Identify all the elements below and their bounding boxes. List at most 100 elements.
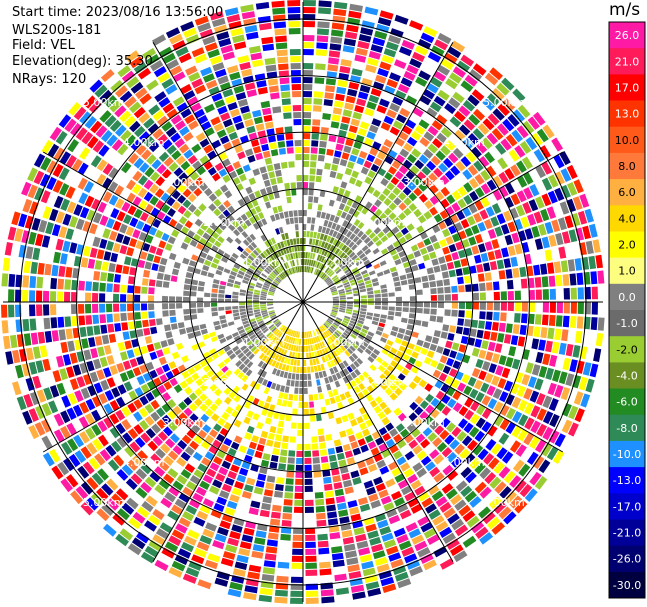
velocity-gate — [348, 241, 355, 248]
velocity-gate — [528, 289, 535, 300]
velocity-gate — [362, 325, 370, 331]
velocity-gate — [117, 384, 127, 395]
velocity-gate — [379, 10, 394, 20]
velocity-gate — [339, 516, 350, 524]
velocity-gate — [200, 270, 208, 277]
velocity-gate — [161, 414, 172, 425]
velocity-gate — [329, 214, 336, 222]
velocity-gate — [223, 345, 231, 353]
velocity-gate — [510, 193, 521, 206]
velocity-gate — [336, 194, 343, 202]
velocity-gate — [350, 470, 360, 479]
velocity-gate — [325, 330, 331, 337]
velocity-gate — [365, 228, 373, 236]
velocity-gate — [161, 121, 173, 132]
velocity-gate — [259, 509, 270, 518]
velocity-gate — [153, 341, 162, 350]
velocity-gate — [335, 268, 342, 274]
velocity-gate — [462, 510, 476, 523]
velocity-gate — [222, 551, 236, 560]
velocity-gate — [539, 145, 551, 159]
range-ring-label: 4.00km — [443, 456, 485, 469]
velocity-gate — [267, 410, 274, 418]
velocity-gate — [277, 470, 286, 477]
velocity-gate — [283, 342, 288, 349]
velocity-gate — [77, 177, 88, 190]
velocity-gate — [582, 362, 592, 376]
velocity-gate — [330, 325, 337, 331]
velocity-gate — [563, 288, 570, 300]
velocity-gate — [278, 332, 283, 339]
velocity-gate — [317, 21, 330, 29]
velocity-gate — [480, 382, 490, 393]
velocity-gate — [384, 344, 392, 351]
velocity-gate — [369, 364, 377, 372]
velocity-gate — [240, 222, 248, 230]
velocity-gate — [22, 275, 30, 288]
velocity-gate — [250, 320, 257, 326]
velocity-gate — [241, 11, 256, 20]
velocity-gate — [162, 347, 171, 355]
velocity-gate — [585, 240, 594, 255]
range-ring-label: 4.00km — [123, 456, 165, 469]
velocity-gate — [275, 169, 282, 177]
velocity-gate — [477, 57, 491, 71]
velocity-gate — [129, 238, 138, 248]
velocity-gate — [199, 480, 210, 490]
velocity-gate — [493, 401, 504, 413]
velocity-gate — [349, 233, 356, 241]
velocity-gate — [401, 39, 415, 50]
velocity-gate — [504, 196, 514, 209]
velocity-gate — [315, 63, 326, 71]
velocity-gate — [263, 315, 270, 320]
velocity-gate — [350, 118, 360, 127]
velocity-gate — [161, 403, 171, 413]
velocity-gate — [362, 567, 376, 577]
velocity-gate — [127, 415, 138, 426]
velocity-gate — [243, 18, 257, 27]
velocity-gate — [137, 450, 149, 462]
velocity-gate — [292, 408, 298, 415]
velocity-gate — [398, 327, 406, 334]
velocity-gate — [486, 385, 496, 396]
velocity-gate — [456, 210, 466, 221]
velocity-gate — [446, 182, 456, 193]
velocity-gate — [344, 315, 351, 320]
velocity-gate — [364, 176, 373, 185]
velocity-gate — [504, 168, 515, 180]
velocity-gate — [233, 263, 241, 270]
velocity-gate — [127, 543, 142, 556]
velocity-gate — [254, 537, 266, 545]
velocity-gate — [312, 119, 321, 126]
velocity-gate — [309, 182, 315, 189]
velocity-gate — [394, 258, 402, 266]
velocity-gate — [498, 199, 508, 211]
velocity-gate — [145, 495, 158, 507]
velocity-gate — [361, 207, 369, 215]
velocity-gate — [546, 206, 557, 219]
velocity-gate — [319, 561, 331, 569]
velocity-gate — [323, 275, 329, 281]
velocity-gate — [287, 253, 292, 261]
velocity-gate — [261, 408, 268, 417]
velocity-gate — [394, 59, 407, 69]
velocity-gate — [366, 57, 379, 67]
velocity-gate — [265, 278, 272, 284]
velocity-gate — [202, 232, 211, 240]
velocity-gate — [346, 291, 353, 295]
velocity-gate — [413, 417, 423, 427]
velocity-gate — [262, 328, 269, 334]
velocity-gate — [548, 275, 556, 287]
velocity-gate — [102, 163, 114, 176]
velocity-gate — [107, 518, 122, 532]
velocity-gate — [291, 373, 296, 380]
velocity-gate — [343, 543, 356, 552]
velocity-gate — [496, 447, 508, 460]
velocity-gate — [421, 320, 429, 328]
velocity-gate — [479, 467, 491, 480]
velocity-gate — [418, 70, 431, 81]
velocity-gate — [282, 435, 289, 443]
velocity-gate — [101, 483, 114, 496]
velocity-gate — [94, 105, 107, 118]
velocity-gate — [387, 315, 394, 321]
